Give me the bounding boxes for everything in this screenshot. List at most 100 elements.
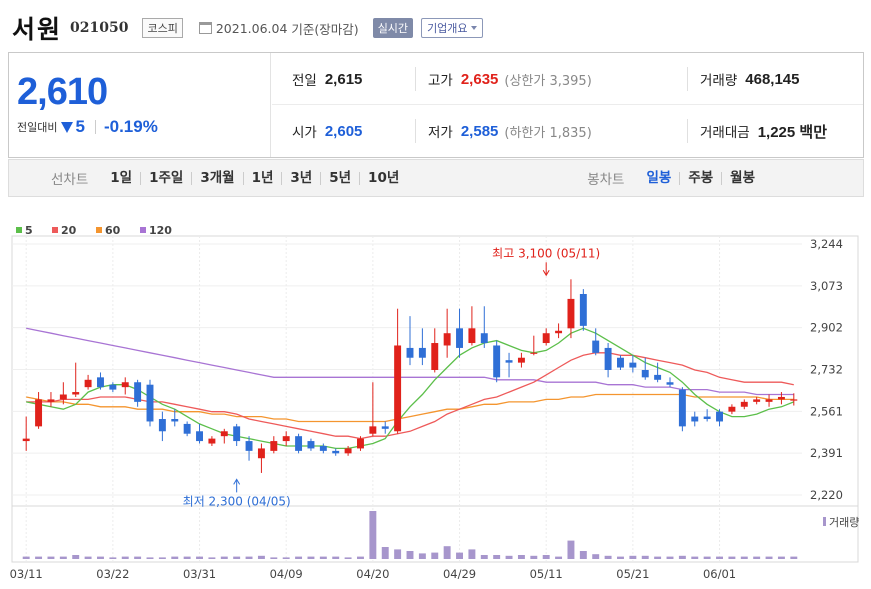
date-suffix: 기준(장마감) — [291, 21, 359, 37]
volume-bar — [703, 556, 711, 559]
volume-bar — [369, 511, 377, 559]
candle-body — [579, 294, 587, 326]
volume-bar — [542, 555, 550, 559]
y-tick-label: 3,073 — [810, 279, 843, 293]
volume-bar — [307, 556, 315, 559]
volume-bar — [72, 555, 80, 559]
volume-bar — [171, 556, 179, 559]
volume-bar — [691, 556, 699, 559]
volume-bar — [790, 556, 798, 559]
volume-bar — [233, 556, 241, 559]
x-tick-label: 05/21 — [616, 567, 649, 581]
market-badge: 코스피 — [142, 18, 183, 38]
candle-body — [716, 411, 723, 422]
upper-limit: (상한가 3,395) — [504, 73, 592, 89]
volume-bar — [35, 556, 43, 559]
candle-body — [629, 362, 637, 368]
volume-bar — [381, 547, 389, 559]
tab-1y[interactable]: 1년 — [244, 171, 283, 185]
volume-bar — [716, 556, 723, 559]
candle-body — [183, 423, 191, 434]
divider — [415, 67, 416, 91]
max-arrow-head — [542, 270, 550, 277]
volume-cell: 거래량 468,145 — [700, 53, 800, 105]
volume-bar — [344, 557, 352, 559]
volume-bar — [418, 553, 426, 559]
change-amount: 5 — [75, 117, 85, 136]
candle-chart-label: 봉차트 — [587, 172, 625, 188]
candle-body — [666, 382, 674, 385]
candle-body — [307, 441, 315, 449]
volume-bar — [183, 556, 191, 559]
candle-body — [753, 399, 761, 402]
high-label: 고가 — [428, 73, 453, 89]
candle-body — [678, 389, 686, 427]
candle-body — [406, 347, 414, 358]
candle-body — [344, 448, 352, 454]
candle-body — [245, 441, 253, 451]
legend-swatch — [16, 227, 22, 233]
candle-body — [418, 347, 426, 358]
candle-body — [59, 394, 67, 400]
candle-body — [431, 343, 439, 370]
y-tick-label: 2,561 — [810, 404, 843, 418]
low-cell: 저가 2,585 (하한가 1,835) — [428, 105, 592, 157]
ma20-line — [26, 352, 794, 440]
candle-body — [555, 330, 563, 334]
y-tick-label: 2,220 — [810, 488, 843, 502]
low-value: 2,585 — [460, 122, 499, 140]
volume-bar — [629, 555, 637, 559]
volume-bar — [641, 555, 649, 559]
min-arrow-head — [233, 478, 241, 485]
candle-body — [233, 426, 241, 442]
candle-body — [381, 426, 389, 429]
candle-body — [641, 369, 649, 378]
prev-close-label: 전일 — [292, 73, 317, 89]
volume-bar — [47, 556, 55, 559]
tab-10y[interactable]: 10년 — [368, 169, 400, 186]
candle-body — [109, 384, 117, 390]
tab-1d[interactable]: 1일 — [102, 171, 142, 185]
header: 서원 021050 코스피 2021.06.04 기준(장마감) 실시간 기업개… — [12, 10, 483, 46]
candle-body — [295, 436, 303, 451]
volume-bar — [579, 551, 587, 559]
tab-3m[interactable]: 3개월 — [192, 171, 244, 185]
volume-bar — [617, 556, 624, 559]
tab-monthly[interactable]: 월봉 — [730, 169, 755, 186]
candle-body — [146, 384, 154, 422]
candle-body — [604, 347, 612, 370]
line-chart-tabs: 선차트 1일 1주일 3개월 1년 3년 5년 10년 — [51, 160, 407, 196]
volume-bar — [109, 557, 117, 559]
realtime-button[interactable]: 실시간 — [372, 18, 414, 38]
candle-body — [121, 382, 129, 388]
volume-bar — [282, 557, 290, 559]
trade-value: 1,225 백만 — [757, 123, 827, 141]
volume-bar — [220, 556, 228, 559]
candle-body — [493, 345, 501, 378]
volume-value: 468,145 — [745, 70, 800, 88]
open-cell: 시가 2,605 — [292, 105, 362, 157]
tab-5y[interactable]: 5년 — [321, 171, 361, 185]
change-percent: -0.19% — [103, 117, 158, 136]
candle-body — [567, 298, 575, 329]
tab-1w[interactable]: 1주일 — [141, 171, 193, 185]
company-overview-button[interactable]: 기업개요 — [421, 18, 483, 38]
tab-daily[interactable]: 일봉 — [638, 171, 681, 185]
volume-bar — [728, 556, 736, 559]
candle-body — [282, 436, 290, 442]
open-label: 시가 — [292, 125, 317, 141]
legend-swatch — [52, 227, 58, 233]
lower-limit: (하한가 1,835) — [504, 125, 592, 141]
tab-weekly[interactable]: 주봉 — [680, 171, 723, 185]
volume-bar — [480, 555, 488, 559]
stats-row: 시가 2,605 저가 2,585 (하한가 1,835) 거래대금 1,225… — [272, 105, 863, 157]
tab-3y[interactable]: 3년 — [282, 171, 322, 185]
volume-bar — [666, 556, 674, 559]
stats-row: 전일 2,615 고가 2,635 (상한가 3,395) 거래량 468,14… — [272, 53, 863, 105]
candle-body — [369, 426, 377, 434]
ma60-line — [26, 393, 794, 423]
candle-body — [456, 328, 463, 348]
candle-body — [592, 340, 600, 353]
volume-bar — [592, 554, 600, 559]
volume-bar — [84, 556, 92, 559]
